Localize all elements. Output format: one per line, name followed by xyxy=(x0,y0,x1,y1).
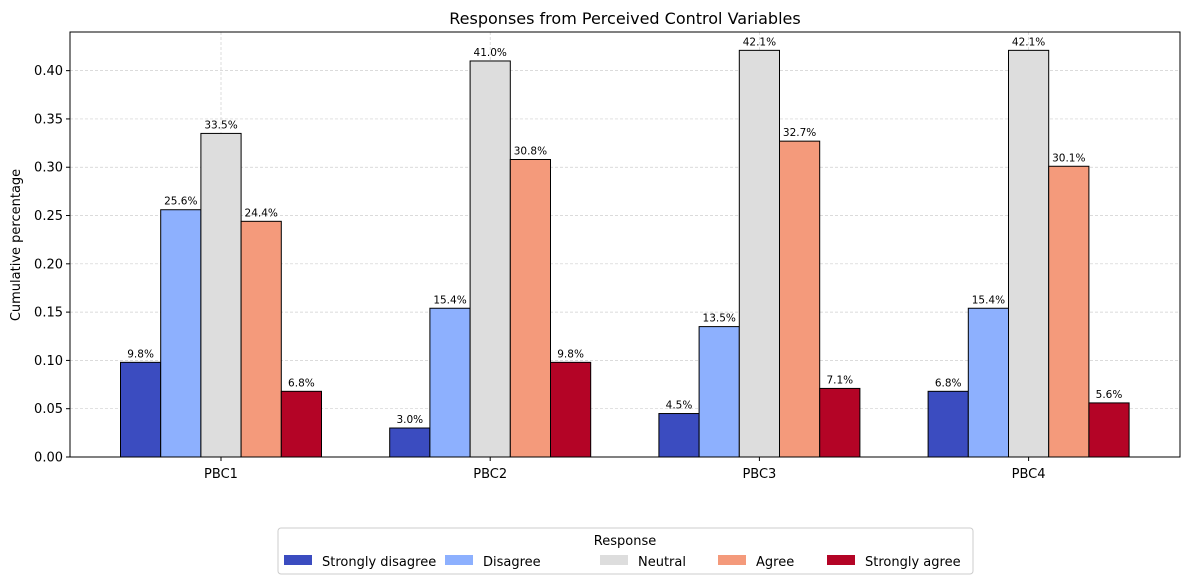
y-tick-label: 0.20 xyxy=(34,257,63,272)
bar-value-label: 42.1% xyxy=(1012,36,1045,48)
x-tick-label: PBC2 xyxy=(473,467,507,482)
bar xyxy=(819,387,861,458)
legend-entry: Neutral xyxy=(638,555,686,570)
bar xyxy=(1048,165,1090,458)
legend-entry: Strongly disagree xyxy=(322,555,436,570)
y-axis-label: Cumulative percentage xyxy=(9,169,24,321)
plot-area xyxy=(69,31,1181,458)
legend-title: Response xyxy=(594,534,656,549)
bar-value-label: 30.1% xyxy=(1052,152,1085,164)
bar-value-label: 24.4% xyxy=(245,207,278,219)
y-tick-label: 0.10 xyxy=(34,354,63,369)
bar-value-label: 7.1% xyxy=(826,374,853,386)
bar xyxy=(738,49,780,458)
bar xyxy=(120,361,162,458)
bar-value-label: 9.8% xyxy=(127,348,154,360)
bar xyxy=(927,390,969,458)
legend-entry: Agree xyxy=(756,555,794,570)
legend: Response Strongly disagree Disagree Neutra… xyxy=(277,527,974,575)
x-axis: PBC1 PBC2 PBC3 PBC4 xyxy=(204,457,1046,482)
bars xyxy=(120,49,1130,458)
legend-swatch xyxy=(284,555,312,565)
bar-value-label: 30.8% xyxy=(514,146,547,158)
bar-value-label: 42.1% xyxy=(743,36,776,48)
y-tick-label: 0.00 xyxy=(34,451,63,466)
legend-swatch xyxy=(718,555,746,565)
y-tick-label: 0.40 xyxy=(34,64,63,79)
y-tick-label: 0.15 xyxy=(34,306,63,321)
bar xyxy=(429,307,471,458)
y-tick-label: 0.30 xyxy=(34,161,63,176)
bar-value-label: 6.8% xyxy=(935,377,962,389)
y-tick-label: 0.05 xyxy=(34,402,63,417)
legend-swatch xyxy=(445,555,473,565)
bar-value-label: 15.4% xyxy=(433,294,466,306)
bar-value-label: 9.8% xyxy=(557,348,584,360)
bar xyxy=(240,220,282,458)
bar xyxy=(469,60,511,458)
bar-value-label: 4.5% xyxy=(666,400,693,412)
legend-swatch xyxy=(600,555,628,565)
y-tick-label: 0.25 xyxy=(34,209,63,224)
bar-value-label: 13.5% xyxy=(703,313,736,325)
bar-value-label: 5.6% xyxy=(1096,389,1123,401)
y-axis: 0.00 0.05 0.10 0.15 0.20 0.25 0.30 0.35 0.40 xyxy=(34,64,70,466)
legend-entry: Strongly agree xyxy=(865,555,961,570)
bar xyxy=(698,326,740,458)
data-labels: 9.8% 3.0% 4.5% 6.8% 25.6% 15.4% 13.5% 15.4% 33.5… xyxy=(127,36,1122,426)
x-tick-label: PBC3 xyxy=(742,467,776,482)
bar-value-label: 32.7% xyxy=(783,127,816,139)
bar xyxy=(658,413,700,458)
x-tick-label: PBC4 xyxy=(1012,467,1046,482)
bar-value-label: 41.0% xyxy=(474,47,507,59)
y-tick-label: 0.35 xyxy=(34,112,63,127)
bar xyxy=(1008,49,1050,458)
bar-value-label: 6.8% xyxy=(288,377,315,389)
bar xyxy=(1088,402,1130,458)
legend-swatch xyxy=(827,555,855,565)
bar xyxy=(389,427,431,458)
bar-value-label: 25.6% xyxy=(164,196,197,208)
bar xyxy=(160,209,202,458)
bar xyxy=(967,307,1009,458)
bar-value-label: 33.5% xyxy=(204,119,237,131)
bar xyxy=(280,390,322,458)
chart-title: Responses from Perceived Control Variabl… xyxy=(449,9,800,28)
x-tick-label: PBC1 xyxy=(204,467,238,482)
bar-value-label: 3.0% xyxy=(396,414,423,426)
legend-entry: Disagree xyxy=(483,555,541,570)
bar xyxy=(509,159,551,458)
bar xyxy=(779,140,821,458)
bar xyxy=(550,361,592,458)
bar xyxy=(200,132,242,458)
bar-value-label: 15.4% xyxy=(972,294,1005,306)
